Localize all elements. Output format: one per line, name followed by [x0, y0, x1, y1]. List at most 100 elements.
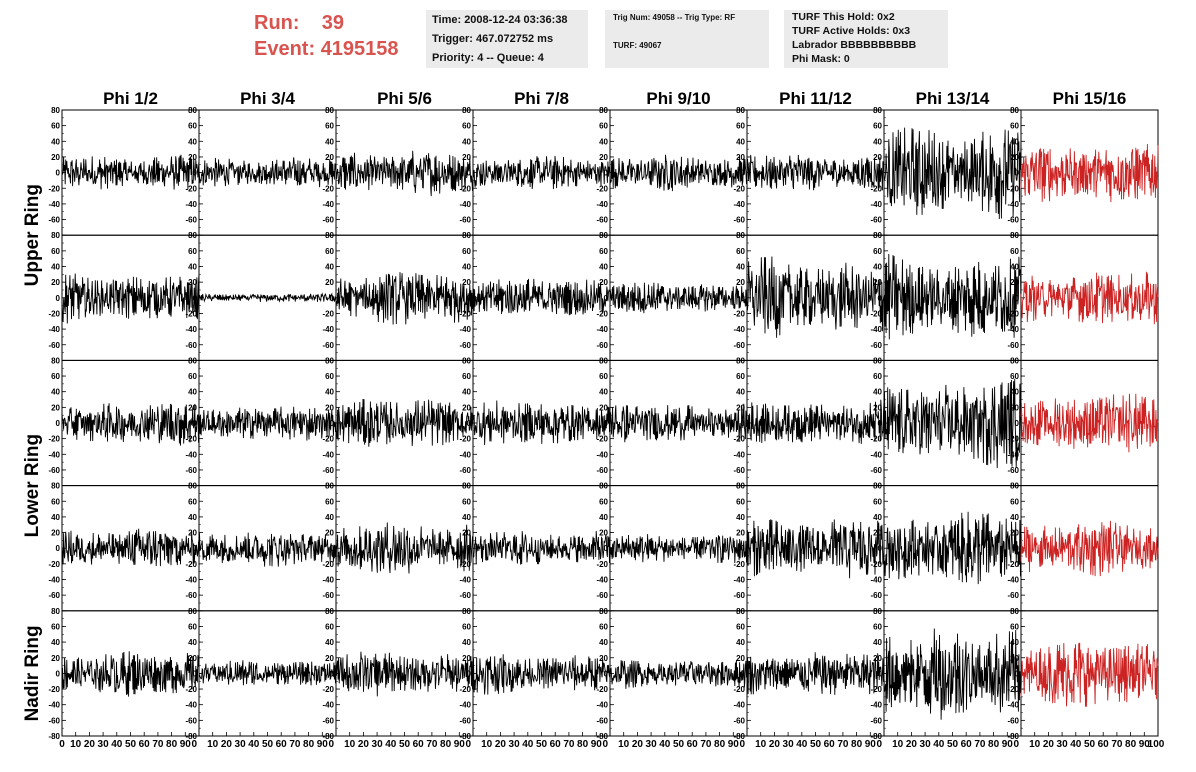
- y-tick-label: -80: [185, 732, 197, 741]
- y-tick-label: -60: [596, 591, 608, 600]
- x-tick-label: 70: [837, 739, 849, 750]
- y-tick-label: 40: [462, 513, 471, 522]
- y-tick-label: 20: [325, 153, 334, 162]
- y-tick-label: -20: [48, 309, 60, 318]
- column-header: Phi 5/6: [377, 89, 432, 108]
- column-header: Phi 9/10: [646, 89, 710, 108]
- x-tick-label: 70: [1111, 739, 1123, 750]
- x-tick-label: 70: [563, 739, 575, 750]
- y-tick-label: -60: [870, 716, 882, 725]
- y-tick-label: -20: [322, 184, 334, 193]
- y-tick-label: -20: [185, 435, 197, 444]
- y-tick-label: -40: [870, 450, 882, 459]
- y-tick-label: -60: [322, 466, 334, 475]
- waveform-trace: [883, 253, 1022, 340]
- y-tick-label: 80: [873, 231, 882, 240]
- column-header: Phi 1/2: [103, 89, 158, 108]
- y-tick-label: -20: [48, 184, 60, 193]
- y-tick-label: 60: [736, 497, 745, 506]
- x-tick-label: 70: [974, 739, 986, 750]
- y-tick-label: 20: [51, 153, 60, 162]
- waveform-trace: [61, 154, 200, 190]
- y-tick-label: 40: [325, 638, 334, 647]
- y-tick-label: -80: [870, 732, 882, 741]
- y-tick-label: -40: [459, 450, 471, 459]
- y-tick-label: 20: [51, 654, 60, 663]
- y-tick-label: -40: [733, 450, 745, 459]
- y-tick-label: 0: [741, 669, 746, 678]
- x-tick-label: 20: [358, 739, 370, 750]
- y-tick-label: 20: [325, 403, 334, 412]
- y-tick-label: -60: [870, 216, 882, 225]
- waveform-trace: [1020, 642, 1159, 707]
- y-tick-label: 20: [1010, 278, 1019, 287]
- y-tick-label: -60: [48, 466, 60, 475]
- y-tick-label: 60: [1010, 372, 1019, 381]
- y-tick-label: -60: [185, 216, 197, 225]
- y-tick-label: -60: [1007, 466, 1019, 475]
- y-tick-label: 40: [599, 388, 608, 397]
- y-tick-label: -40: [459, 325, 471, 334]
- y-tick-label: -40: [185, 325, 197, 334]
- y-tick-label: 80: [599, 482, 608, 491]
- column-header: Phi 15/16: [1053, 89, 1127, 108]
- y-tick-label: 40: [462, 263, 471, 272]
- y-tick-label: 40: [325, 513, 334, 522]
- x-tick-label: 10: [1029, 739, 1041, 750]
- y-tick-label: -40: [733, 576, 745, 585]
- y-tick-label: 0: [878, 294, 883, 303]
- y-tick-label: 80: [736, 482, 745, 491]
- y-tick-label: 20: [51, 403, 60, 412]
- y-tick-label: 80: [873, 482, 882, 491]
- y-tick-label: -20: [459, 560, 471, 569]
- y-tick-label: -60: [870, 591, 882, 600]
- y-tick-label: -40: [596, 200, 608, 209]
- y-tick-label: 40: [51, 388, 60, 397]
- y-tick-label: 0: [193, 294, 198, 303]
- y-tick-label: -20: [870, 435, 882, 444]
- y-tick-label: -20: [870, 685, 882, 694]
- row-group-label: Upper Ring: [22, 184, 43, 286]
- y-tick-label: 80: [1010, 356, 1019, 365]
- y-tick-label: 80: [51, 356, 60, 365]
- y-tick-label: 0: [1015, 294, 1020, 303]
- run-line: Run: 39: [254, 10, 399, 36]
- y-tick-label: -40: [1007, 325, 1019, 334]
- y-tick-label: -40: [48, 576, 60, 585]
- y-tick-label: 0: [1015, 669, 1020, 678]
- y-tick-label: 40: [736, 388, 745, 397]
- x-tick-label: 0: [465, 739, 471, 750]
- y-tick-label: 0: [604, 544, 609, 553]
- waveform-trace: [198, 660, 337, 686]
- x-tick-label: 10: [207, 739, 219, 750]
- y-tick-label: 80: [51, 482, 60, 491]
- x-tick-label: 80: [988, 739, 1000, 750]
- y-tick-label: -60: [459, 341, 471, 350]
- y-tick-label: 40: [736, 137, 745, 146]
- y-tick-label: -40: [322, 576, 334, 585]
- y-tick-label: -20: [459, 309, 471, 318]
- x-tick-label: 60: [413, 739, 425, 750]
- labrador-line: Labrador BBBBBBBBBB: [792, 39, 917, 51]
- waveform-trace: [61, 528, 200, 567]
- y-tick-label: -20: [1007, 184, 1019, 193]
- waveform-trace: [609, 154, 748, 192]
- y-tick-label: 40: [1010, 263, 1019, 272]
- y-tick-label: 40: [51, 638, 60, 647]
- y-tick-label: 20: [1010, 403, 1019, 412]
- y-tick-label: 40: [188, 638, 197, 647]
- y-tick-label: 80: [325, 231, 334, 240]
- y-tick-label: -40: [459, 200, 471, 209]
- waveform-trace: [61, 403, 200, 446]
- y-tick-label: 0: [330, 294, 335, 303]
- y-tick-label: 60: [736, 622, 745, 631]
- y-tick-label: 40: [873, 513, 882, 522]
- waveform-trace: [61, 651, 200, 697]
- x-tick-label: 70: [700, 739, 712, 750]
- y-tick-label: 0: [193, 419, 198, 428]
- y-tick-label: 60: [462, 622, 471, 631]
- y-tick-label: 0: [741, 169, 746, 178]
- y-tick-label: 20: [325, 529, 334, 538]
- x-tick-label: 30: [509, 739, 521, 750]
- x-tick-label: 20: [1043, 739, 1055, 750]
